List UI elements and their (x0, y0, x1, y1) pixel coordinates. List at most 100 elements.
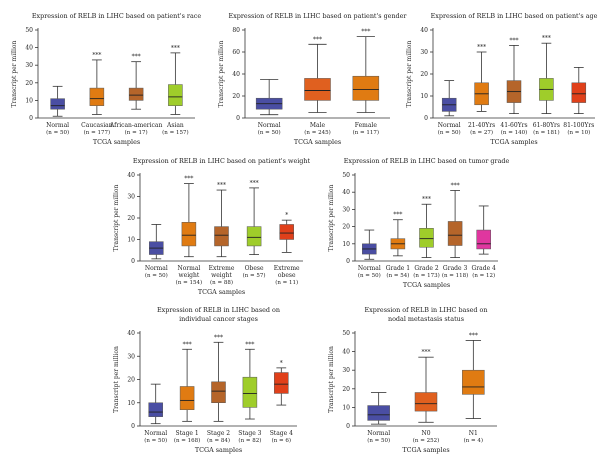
box-iqr (50, 98, 65, 110)
x-category-label: Caucasian (81, 122, 113, 129)
chart-weight: Expression of RELB in LIHC based on pati… (113, 157, 310, 296)
x-category-label: Female (355, 122, 378, 129)
x-category-label: Normal (358, 265, 381, 272)
significance-label: *** (132, 54, 141, 61)
x-category-label: 21-40Yrs (468, 122, 495, 129)
sample-size-label: (n = 50) (258, 129, 281, 136)
significance-label: *** (422, 196, 431, 203)
y-tick-label: 40 (420, 27, 428, 34)
y-tick-label: 10 (342, 241, 350, 248)
significance-label: *** (542, 35, 551, 42)
sample-size-label: (n = 88) (210, 279, 233, 286)
x-category-label: Extreme (274, 265, 300, 272)
y-tick-label: 0 (29, 115, 33, 122)
y-tick-label: 60 (232, 49, 240, 56)
significance-label: * (280, 360, 283, 367)
sample-size-label: (n = 181) (533, 129, 559, 136)
box-iqr (181, 222, 197, 247)
chart-title: Expression of RELB in LIHC based on (157, 306, 280, 314)
x-category-label: N0 (421, 430, 430, 437)
sample-size-label: (n = 54) (386, 272, 409, 279)
significance-label: *** (214, 334, 223, 341)
sample-size-label: (n = 11) (275, 279, 298, 286)
significance-label: *** (469, 332, 478, 339)
y-tick-label: 50 (342, 172, 350, 179)
box-iqr (89, 87, 105, 106)
significance-label: *** (217, 182, 226, 189)
significance-label: *** (250, 180, 259, 187)
y-tick-label: 20 (127, 215, 135, 222)
x-category-label: N1 (469, 430, 478, 437)
chart-title: Expression of RELB in LIHC based on pati… (431, 12, 598, 20)
x-category-label: Stage 4 (270, 430, 293, 437)
x-axis-label: TCGA samples (402, 446, 449, 454)
y-tick-label: 0 (346, 258, 350, 265)
box-iqr (128, 87, 144, 101)
y-tick-label: 10 (25, 97, 33, 104)
significance-label: *** (393, 212, 402, 219)
significance-label: *** (313, 36, 322, 43)
x-category-label: Stage 2 (207, 430, 230, 437)
chart-title: Expression of RELB in LIHC based on tumo… (344, 157, 510, 165)
sample-size-label: (n = 50) (46, 129, 69, 136)
box-iqr (211, 381, 226, 403)
box-iqr (148, 402, 163, 417)
significance-label: *** (451, 182, 460, 189)
x-category-label: Grade 2 (414, 265, 439, 272)
x-category-label: Grade 3 (443, 265, 468, 272)
y-axis-label: Transcript per million (328, 346, 335, 413)
y-tick-label: 10 (342, 404, 350, 411)
x-category-label: Grade 1 (386, 265, 410, 272)
chart-title: Expression of RELB in LIHC based on pati… (229, 12, 408, 20)
x-category-label: Stage 1 (175, 430, 198, 437)
x-category-label: Extreme (209, 265, 235, 272)
y-tick-label: 20 (342, 224, 350, 231)
y-tick-label: 10 (127, 400, 135, 407)
y-tick-label: 20 (420, 71, 428, 78)
x-category-label: Obese (245, 265, 264, 272)
y-tick-label: 20 (232, 93, 240, 100)
y-tick-label: 30 (342, 206, 350, 213)
box-iqr (414, 392, 438, 412)
y-tick-label: 40 (127, 172, 135, 179)
y-tick-label: 30 (420, 49, 428, 56)
y-tick-label: 50 (25, 27, 33, 34)
y-tick-label: 40 (342, 189, 350, 196)
significance-label: *** (171, 45, 180, 52)
box-iqr (352, 75, 380, 101)
sample-size-label: (n = 252) (413, 437, 439, 444)
y-tick-label: 0 (131, 258, 135, 265)
x-category-label: Male (310, 122, 326, 129)
box-iqr (447, 221, 463, 246)
y-tick-label: 30 (342, 367, 350, 374)
sample-size-label: (n = 50) (367, 437, 390, 444)
x-axis-label: TCGA samples (490, 138, 537, 146)
chart-race: Expression of RELB in LIHC based on pati… (11, 12, 201, 146)
y-tick-label: 40 (232, 71, 240, 78)
x-axis-label: TCGA samples (195, 446, 242, 454)
sample-size-label: (n = 118) (442, 272, 468, 279)
y-tick-label: 10 (420, 93, 428, 100)
chart-title: individual cancer stages (179, 315, 258, 323)
box-iqr (279, 224, 294, 240)
y-tick-label: 0 (131, 423, 135, 430)
y-tick-label: 30 (25, 62, 33, 69)
sample-size-label: (n = 6) (272, 437, 291, 444)
y-axis-label: Transcript per million (218, 41, 225, 108)
box-iqr (246, 226, 262, 247)
x-category-label: Grade 4 (472, 265, 497, 272)
y-tick-label: 30 (127, 353, 135, 360)
box-iqr (274, 372, 289, 394)
box-iqr (476, 229, 491, 250)
x-axis-label: TCGA samples (93, 138, 140, 146)
y-axis-label: Transcript per million (328, 185, 335, 252)
box-iqr (179, 386, 195, 410)
sample-size-label: (n = 245) (304, 129, 330, 136)
box-iqr (419, 228, 434, 248)
y-tick-label: 40 (342, 349, 350, 356)
y-tick-label: 10 (127, 237, 135, 244)
x-category-label: Stage 3 (238, 430, 261, 437)
box-iqr (571, 82, 587, 103)
chart-tumor-grade: Expression of RELB in LIHC based on tumo… (328, 157, 509, 289)
significance-label: *** (477, 44, 486, 51)
